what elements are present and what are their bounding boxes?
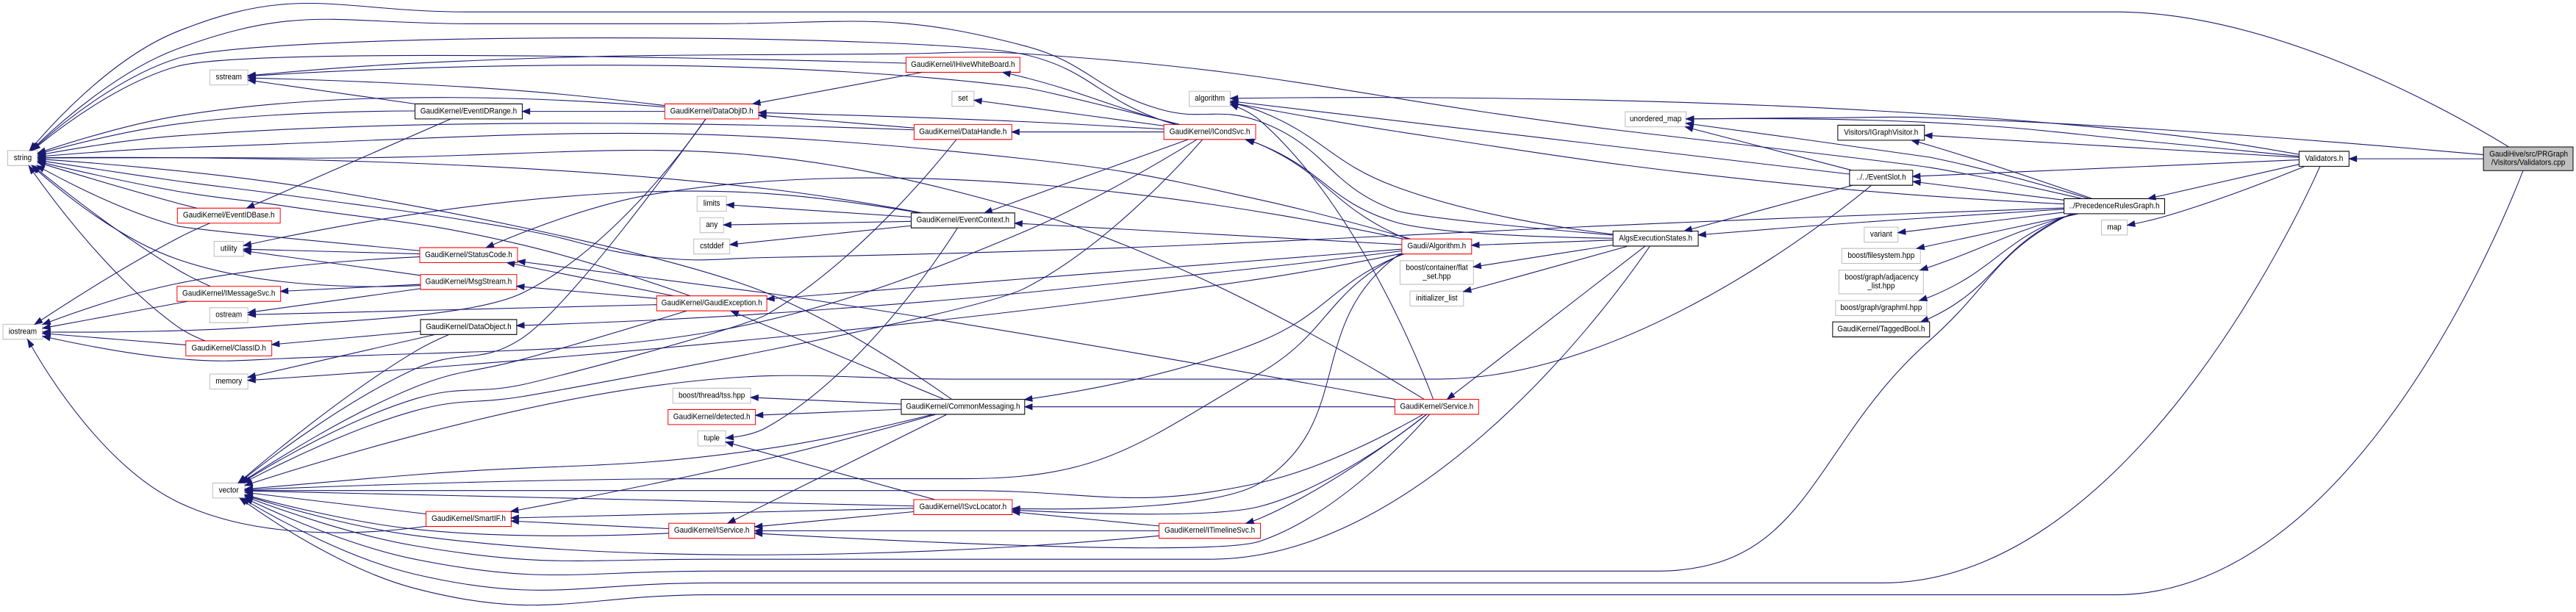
svg-text:GaudiKernel/GaudiException.h: GaudiKernel/GaudiException.h [662,299,762,307]
svg-text:GaudiKernel/detected.h: GaudiKernel/detected.h [673,413,751,421]
svg-text:set: set [958,95,967,103]
svg-text:iostream: iostream [9,328,37,336]
svg-text:GaudiKernel/StatusCode.h: GaudiKernel/StatusCode.h [425,251,512,259]
svg-text:GaudiKernel/EventIDBase.h: GaudiKernel/EventIDBase.h [183,212,275,220]
svg-text:string: string [14,154,32,162]
svg-text:_list.hpp: _list.hpp [1867,282,1895,290]
svg-text:boost/thread/tss.hpp: boost/thread/tss.hpp [679,392,745,400]
svg-text:GaudiKernel/SmartIF.h: GaudiKernel/SmartIF.h [432,515,506,523]
svg-text:map: map [2107,223,2122,231]
svg-text:ostream: ostream [215,311,242,319]
svg-text:GaudiKernel/IHiveWhiteBoard.h: GaudiKernel/IHiveWhiteBoard.h [911,61,1015,69]
svg-text:GaudiKernel/MsgStream.h: GaudiKernel/MsgStream.h [426,278,512,286]
svg-text:Validators.h: Validators.h [2305,155,2343,163]
svg-text:any: any [706,221,718,229]
svg-text:GaudiKernel/ISvcLocator.h: GaudiKernel/ISvcLocator.h [920,503,1007,511]
svg-text:tuple: tuple [704,434,720,442]
svg-text:vector: vector [219,486,240,494]
svg-text:initializer_list: initializer_list [1416,295,1458,303]
svg-text:GaudiKernel/DataObjID.h: GaudiKernel/DataObjID.h [670,107,754,115]
svg-text:_set.hpp: _set.hpp [1422,273,1450,281]
svg-text:unordered_map: unordered_map [1630,115,1682,123]
svg-text:../../EventSlot.h: ../../EventSlot.h [1856,173,1906,181]
svg-text:../PrecedenceRulesGraph.h: ../PrecedenceRulesGraph.h [2069,202,2159,210]
svg-text:GaudiKernel/ITimelineSvc.h: GaudiKernel/ITimelineSvc.h [1164,527,1255,535]
svg-text:algorithm: algorithm [1195,95,1225,103]
svg-text:limits: limits [704,200,720,208]
svg-text:GaudiKernel/EventIDRange.h: GaudiKernel/EventIDRange.h [421,107,518,115]
svg-text:/Visitors/Validators.cpp: /Visitors/Validators.cpp [2491,159,2566,167]
svg-text:boost/graph/adjacency: boost/graph/adjacency [1845,273,1919,281]
svg-text:AlgsExecutionStates.h: AlgsExecutionStates.h [1619,234,1692,242]
svg-text:GaudiKernel/DataHandle.h: GaudiKernel/DataHandle.h [919,128,1006,136]
svg-text:GaudiKernel/IService.h: GaudiKernel/IService.h [674,527,750,535]
svg-text:GaudiKernel/EventContext.h: GaudiKernel/EventContext.h [917,216,1010,224]
svg-text:sstream: sstream [215,73,241,82]
svg-text:Visitors/IGraphVisitor.h: Visitors/IGraphVisitor.h [1844,129,1918,137]
svg-text:GaudiKernel/TaggedBool.h: GaudiKernel/TaggedBool.h [1837,325,1925,334]
svg-text:memory: memory [215,378,243,386]
svg-text:GaudiHive/src/PRGraph: GaudiHive/src/PRGraph [2489,151,2568,159]
svg-text:boost/graph/graphml.hpp: boost/graph/graphml.hpp [1840,304,1922,312]
svg-text:boost/container/flat: boost/container/flat [1406,264,1467,272]
svg-text:GaudiKernel/ClassID.h: GaudiKernel/ClassID.h [192,345,267,353]
svg-text:utility: utility [221,245,238,253]
svg-text:GaudiKernel/Service.h: GaudiKernel/Service.h [1400,403,1473,411]
svg-text:GaudiKernel/ICondSvc.h: GaudiKernel/ICondSvc.h [1170,128,1251,136]
svg-text:boost/filesystem.hpp: boost/filesystem.hpp [1847,252,1914,260]
svg-text:GaudiKernel/DataObject.h: GaudiKernel/DataObject.h [426,323,512,331]
svg-text:variant: variant [1870,231,1892,239]
svg-text:GaudiKernel/IMessageSvc.h: GaudiKernel/IMessageSvc.h [182,289,276,298]
svg-text:GaudiKernel/CommonMessaging.h: GaudiKernel/CommonMessaging.h [906,403,1020,411]
svg-text:Gaudi/Algorithm.h: Gaudi/Algorithm.h [1407,242,1466,251]
svg-text:cstddef: cstddef [700,242,723,251]
